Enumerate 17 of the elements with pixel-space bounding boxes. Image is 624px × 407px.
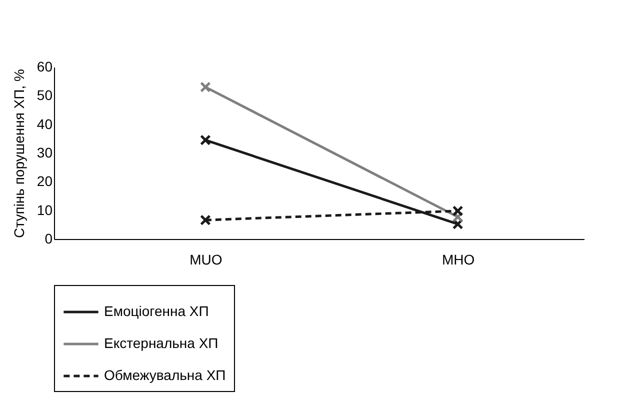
point (200, 214, 211, 226)
y-axis-title: Ступінь порушення ХП, % (10, 69, 27, 238)
y-tick-label: 30 (36, 144, 53, 160)
legend-label: Емоціогенна ХП (104, 303, 209, 319)
y-tick-label: 40 (36, 116, 53, 132)
y-tick-label: 20 (36, 173, 53, 190)
y-tick-label: 50 (36, 87, 53, 104)
y-tick-label: 10 (36, 202, 53, 218)
x-tick-label: MHO (442, 252, 475, 268)
point (200, 82, 211, 92)
point (200, 134, 211, 146)
x-tick-label: MUO (190, 252, 222, 268)
legend-label: Обмежувальна ХП (104, 367, 226, 383)
y-tick-label: 0 (44, 230, 53, 246)
point (452, 205, 464, 216)
y-tick-label: 60 (36, 58, 53, 74)
legend-label: Екстернальна ХП (104, 335, 218, 351)
